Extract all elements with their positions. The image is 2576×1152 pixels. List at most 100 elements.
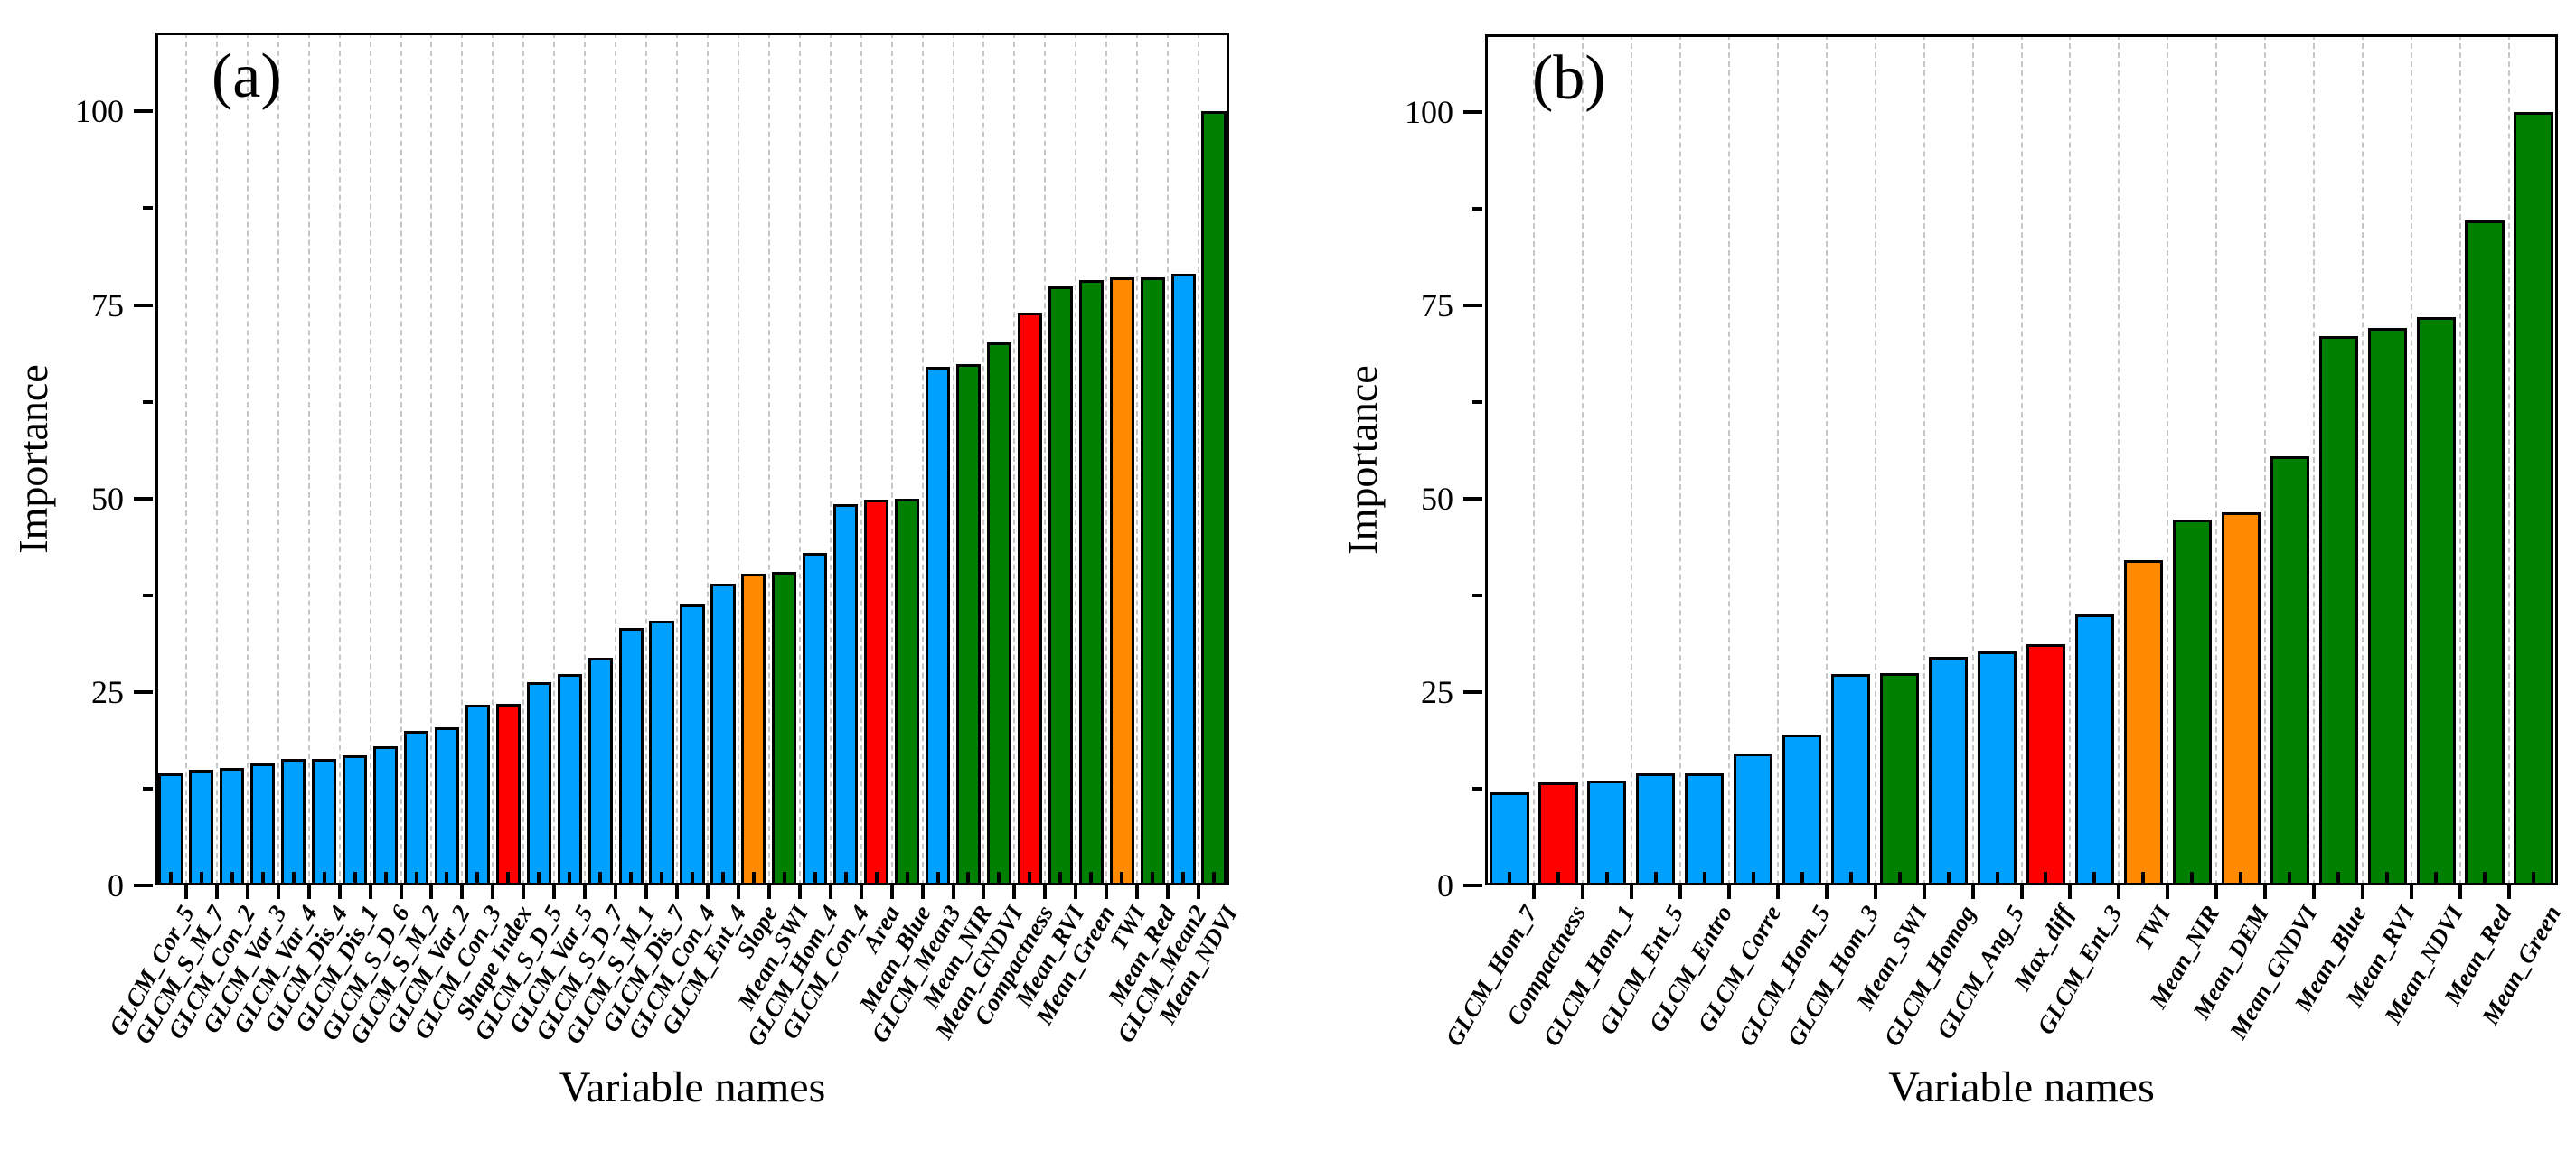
x-axis-minor-tick bbox=[322, 872, 326, 885]
x-axis-minor-tick bbox=[997, 872, 1001, 885]
x-axis-tick bbox=[1135, 885, 1140, 899]
bar bbox=[1880, 673, 1920, 885]
bar bbox=[2123, 560, 2163, 885]
x-axis-minor-tick bbox=[1181, 872, 1186, 885]
bar bbox=[220, 768, 245, 885]
x-axis-minor-tick bbox=[691, 872, 694, 885]
x-axis-minor-tick bbox=[2288, 872, 2292, 885]
x-axis-minor-tick bbox=[720, 872, 725, 885]
bar bbox=[1831, 674, 1871, 885]
bar bbox=[312, 759, 337, 885]
x-axis-tick bbox=[1012, 885, 1017, 899]
x-axis-minor-tick bbox=[2239, 872, 2243, 885]
gridline bbox=[369, 33, 371, 885]
x-axis-minor-tick bbox=[843, 872, 848, 885]
bar bbox=[1928, 657, 1969, 885]
gridline bbox=[400, 33, 402, 885]
y-axis-major-tick bbox=[1463, 884, 1482, 887]
gridline bbox=[2362, 34, 2364, 885]
y-tick-label: 50 bbox=[1421, 480, 1453, 517]
y-axis-major-tick bbox=[134, 496, 153, 501]
y-axis-minor-tick bbox=[1472, 593, 1482, 597]
gridline bbox=[645, 33, 648, 885]
x-axis-minor-tick bbox=[1800, 872, 1804, 885]
gridline bbox=[430, 33, 433, 885]
bar bbox=[495, 704, 521, 885]
bar bbox=[403, 731, 429, 885]
bar bbox=[1109, 277, 1134, 885]
y-axis-major-tick bbox=[134, 109, 153, 114]
x-axis-tick bbox=[736, 885, 740, 899]
bar bbox=[434, 727, 460, 885]
x-axis-minor-tick bbox=[966, 872, 971, 885]
x-axis-tick bbox=[1678, 885, 1682, 899]
x-axis-tick bbox=[828, 885, 832, 899]
bar bbox=[772, 572, 797, 885]
y-axis-major-tick bbox=[134, 689, 153, 694]
y-axis-minor-tick bbox=[143, 206, 153, 211]
y-axis-minor-tick bbox=[143, 593, 153, 597]
x-axis-minor-tick bbox=[2434, 872, 2439, 885]
y-axis-minor-tick bbox=[1472, 206, 1482, 211]
x-axis-minor-tick bbox=[2336, 872, 2341, 885]
gridline bbox=[1136, 33, 1139, 885]
x-axis-minor-tick bbox=[2385, 872, 2390, 885]
y-tick-label: 25 bbox=[1421, 673, 1453, 710]
x-axis-minor-tick bbox=[2044, 872, 2048, 885]
x-axis-minor-tick bbox=[230, 872, 234, 885]
x-axis-tick bbox=[583, 885, 588, 899]
y-axis-title-b: Importance bbox=[1340, 365, 1386, 555]
gridline bbox=[553, 33, 556, 885]
x-axis-tick bbox=[2166, 885, 2170, 899]
x-axis-minor-tick bbox=[1028, 872, 1032, 885]
bar bbox=[2074, 614, 2114, 885]
gridline bbox=[584, 33, 587, 885]
x-axis-minor-tick bbox=[1058, 872, 1063, 885]
x-axis-minor-tick bbox=[629, 872, 634, 885]
x-axis-minor-tick bbox=[199, 872, 203, 885]
x-axis-tick bbox=[766, 885, 771, 899]
x-axis-minor-tick bbox=[598, 872, 603, 885]
x-axis-tick bbox=[1922, 885, 1926, 899]
y-axis-minor-tick bbox=[1472, 786, 1482, 791]
x-axis-tick bbox=[1629, 885, 1633, 899]
x-axis-tick bbox=[306, 885, 311, 899]
y-axis-minor-tick bbox=[143, 399, 153, 404]
bar bbox=[1048, 286, 1073, 885]
gridline bbox=[2313, 34, 2316, 885]
gridline bbox=[1630, 34, 1632, 885]
x-axis-minor-tick bbox=[2483, 872, 2487, 885]
y-axis-minor-tick bbox=[143, 786, 153, 791]
bar bbox=[741, 574, 766, 885]
bar bbox=[1017, 313, 1042, 885]
bar bbox=[2026, 644, 2066, 885]
x-axis-minor-tick bbox=[537, 872, 541, 885]
x-axis-tick bbox=[2068, 885, 2073, 899]
x-axis-tick bbox=[337, 885, 342, 899]
bar bbox=[2172, 520, 2212, 885]
x-axis-minor-tick bbox=[751, 872, 756, 885]
bar bbox=[1782, 735, 1822, 885]
x-axis-tick bbox=[1074, 885, 1078, 899]
gridline bbox=[2411, 34, 2413, 885]
x-axis-tick bbox=[2312, 885, 2317, 899]
x-axis-tick bbox=[2019, 885, 2024, 899]
y-axis-major-tick bbox=[1463, 109, 1482, 114]
bar bbox=[618, 628, 644, 885]
x-axis-minor-tick bbox=[935, 872, 940, 885]
bar bbox=[526, 682, 551, 885]
bar bbox=[925, 367, 951, 885]
x-axis-minor-tick bbox=[353, 872, 357, 885]
bar bbox=[465, 705, 490, 885]
bar bbox=[250, 763, 276, 885]
y-axis-minor-tick bbox=[1472, 399, 1482, 404]
gridline bbox=[1167, 33, 1170, 885]
x-axis-tick bbox=[1873, 885, 1877, 899]
gridline bbox=[829, 33, 832, 885]
plot-area-b: (b) GLCM_Hom_7 Compactness GLCM_Hom_1 GLCM_… bbox=[1405, 34, 2566, 1051]
x-axis-tick bbox=[2214, 885, 2219, 899]
x-axis-minor-tick bbox=[291, 872, 296, 885]
gridline bbox=[2264, 34, 2267, 885]
x-axis-minor-tick bbox=[1848, 872, 1853, 885]
